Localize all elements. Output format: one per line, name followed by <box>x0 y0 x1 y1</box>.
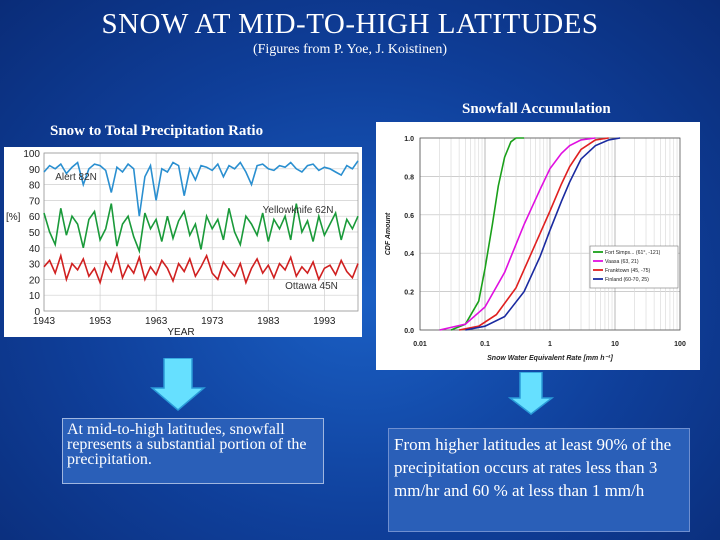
right-summary-text: From higher latitudes at least 90% of th… <box>388 428 690 532</box>
y-tick-label: 60 <box>29 212 41 223</box>
x-tick-label: 0.01 <box>413 341 427 348</box>
y-tick-label: 30 <box>29 260 41 271</box>
y-tick-label: 0 <box>34 307 40 318</box>
y-tick-label: 20 <box>29 275 41 286</box>
page-subtitle: (Figures from P. Yoe, J. Koistinen) <box>252 42 448 57</box>
y-tick-label: 40 <box>29 244 41 255</box>
right-chart-caption: Snowfall Accumulation <box>462 101 611 117</box>
series-line <box>465 137 621 331</box>
snowfall-cdf-chart: 0.0 0.2 0.4 0.6 0.8 1.0 0.01 0.1 1 10 100 Snow Wate… <box>385 136 686 362</box>
y-tick-label: 0.2 <box>404 290 414 297</box>
y-tick-label: 0.6 <box>404 213 414 220</box>
left-chart-caption: Snow to Total Precipitation Ratio <box>50 123 264 139</box>
page-title: SNOW AT MID-TO-HIGH LATITUDES <box>101 8 599 40</box>
y-axis-label: [%] <box>6 212 21 223</box>
y-tick-label: 80 <box>29 181 41 192</box>
plot-area <box>419 137 681 331</box>
down-arrow-icon <box>150 358 206 411</box>
x-tick-label: 100 <box>674 341 686 348</box>
series-label: Alert 82N <box>55 172 97 183</box>
series-line <box>43 251 359 286</box>
y-tick-label: 90 <box>29 165 41 176</box>
y-tick-label: 100 <box>23 149 40 160</box>
y-axis-label: CDF Amount <box>385 212 392 255</box>
x-tick-label: 1 <box>548 341 552 348</box>
legend-label: Fort Simps... (61°, -121) <box>605 250 661 256</box>
legend-label: Franktown (45, -75) <box>605 268 651 274</box>
x-tick-label: 1943 <box>33 316 56 327</box>
x-tick-label: 0.1 <box>480 341 490 348</box>
series-line <box>43 160 359 217</box>
x-tick-label: 1953 <box>89 316 112 327</box>
snow-ratio-chart-box: 0 10 20 30 40 50 60 70 80 90 100 1943 1953 1963 1973 19… <box>4 147 362 338</box>
series-line <box>450 137 525 331</box>
y-tick-label: 0.8 <box>404 174 414 181</box>
legend-label: Vaasa (63, 21) <box>605 259 639 265</box>
snowfall-cdf-chart-box: 0.0 0.2 0.4 0.6 0.8 1.0 0.01 0.1 1 10 100 Snow Wate… <box>376 122 700 370</box>
legend-label: Finland (60-70, 25) <box>605 277 649 283</box>
snow-ratio-chart: 0 10 20 30 40 50 60 70 80 90 100 1943 1953 1963 1973 19… <box>6 149 359 338</box>
x-axis-label: YEAR <box>167 327 194 337</box>
down-arrow-icon <box>508 372 554 415</box>
y-tick-label: 10 <box>29 291 41 302</box>
y-tick-label: 0.0 <box>404 328 414 335</box>
series-line <box>458 137 609 331</box>
series-label: Ottawa 45N <box>285 281 338 292</box>
y-tick-label: 50 <box>29 228 41 239</box>
series-label: Yellowknife 62N <box>263 205 334 216</box>
x-tick-label: 10 <box>611 341 619 348</box>
legend-box <box>589 245 679 289</box>
x-tick-label: 1983 <box>257 316 280 327</box>
y-tick-label: 0.4 <box>404 251 414 258</box>
plot-area <box>43 152 359 312</box>
left-summary-text: At mid-to-high latitudes, snowfall repre… <box>62 418 324 484</box>
y-tick-label: 1.0 <box>404 136 414 143</box>
series-line <box>439 137 596 331</box>
y-tick-label: 70 <box>29 196 41 207</box>
x-tick-label: 1993 <box>313 316 336 327</box>
series-line <box>43 203 359 255</box>
x-axis-label: Snow Water Equivalent Rate [mm h⁻¹] <box>487 355 613 362</box>
x-tick-label: 1973 <box>201 316 224 327</box>
x-tick-label: 1963 <box>145 316 168 327</box>
